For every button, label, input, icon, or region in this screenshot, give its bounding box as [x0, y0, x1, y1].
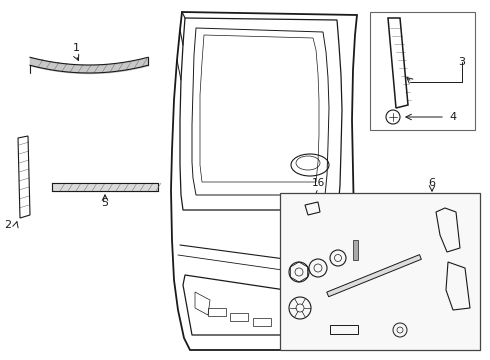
- Text: 17: 17: [466, 273, 479, 283]
- Bar: [280, 193, 480, 350]
- Bar: [230, 313, 248, 321]
- Text: 9: 9: [429, 325, 435, 335]
- Text: 3: 3: [459, 57, 466, 67]
- Text: 7: 7: [287, 323, 294, 333]
- Text: 1: 1: [73, 43, 79, 53]
- Text: 12: 12: [359, 223, 372, 233]
- Text: 4: 4: [449, 112, 457, 122]
- Text: 2: 2: [4, 220, 12, 230]
- Text: 14: 14: [305, 295, 318, 305]
- Text: 16: 16: [311, 178, 325, 188]
- Bar: [353, 240, 358, 260]
- Text: 8: 8: [315, 333, 321, 343]
- Bar: [330, 325, 358, 334]
- Text: 6: 6: [428, 178, 436, 188]
- Text: 10: 10: [455, 198, 468, 208]
- Polygon shape: [327, 255, 421, 297]
- Text: 13: 13: [333, 233, 346, 243]
- Text: 11: 11: [345, 305, 359, 315]
- Polygon shape: [171, 12, 357, 350]
- Text: 5: 5: [101, 198, 108, 208]
- Bar: [370, 12, 475, 130]
- Bar: [253, 318, 271, 326]
- Bar: [208, 308, 226, 316]
- Text: 15: 15: [283, 295, 296, 305]
